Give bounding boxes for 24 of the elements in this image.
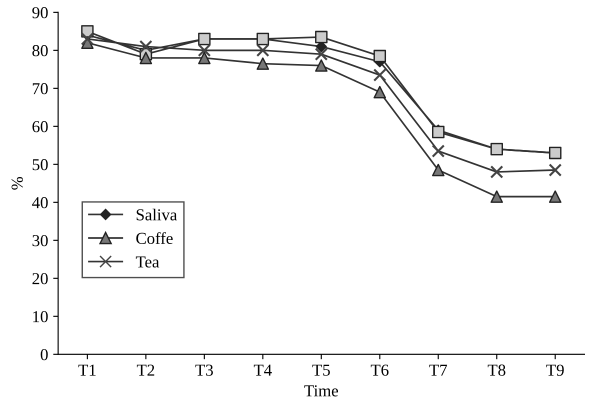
- y-tick-label: 60: [32, 121, 48, 132]
- x-tick-label: T7: [429, 364, 448, 376]
- y-tick-label: 80: [32, 45, 48, 56]
- x-tick-label: T1: [78, 364, 96, 376]
- y-tick-label: 40: [32, 197, 48, 208]
- x-tick-label: T8: [488, 364, 506, 376]
- y-tick-label: 20: [32, 273, 48, 284]
- y-tick-label: 90: [32, 7, 48, 18]
- x-tick-label: T6: [370, 364, 389, 376]
- x-axis-title: Time: [304, 385, 338, 396]
- x-tick-label: T3: [195, 364, 213, 376]
- legend-label: Coffe: [136, 232, 173, 244]
- y-tick-label: 50: [32, 159, 48, 170]
- x-tick-label: T4: [254, 364, 272, 376]
- legend-label: Saliva: [136, 208, 178, 220]
- x-tick-label: T2: [136, 364, 154, 376]
- y-axis-title: %: [12, 176, 23, 190]
- y-tick-label: 10: [33, 311, 48, 322]
- x-tick-label: T9: [546, 364, 564, 376]
- x-tick-label: T5: [312, 364, 330, 376]
- y-tick-label: 30: [32, 235, 48, 246]
- y-tick-label: 0: [40, 349, 48, 360]
- legend-label: Tea: [136, 256, 160, 268]
- y-tick-label: 70: [32, 83, 48, 94]
